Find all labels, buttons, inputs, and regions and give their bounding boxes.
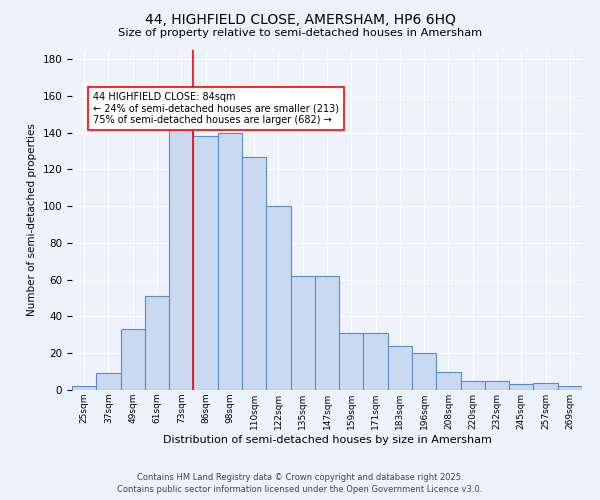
Bar [218, 132, 242, 390]
Bar [364, 333, 388, 390]
Bar [315, 276, 339, 390]
Bar [436, 372, 461, 390]
Bar [145, 296, 169, 390]
Text: Contains HM Land Registry data © Crown copyright and database right 2025.
Contai: Contains HM Land Registry data © Crown c… [118, 472, 482, 494]
Y-axis label: Number of semi-detached properties: Number of semi-detached properties [27, 124, 37, 316]
Text: 44 HIGHFIELD CLOSE: 84sqm
← 24% of semi-detached houses are smaller (213)
75% of: 44 HIGHFIELD CLOSE: 84sqm ← 24% of semi-… [92, 92, 338, 126]
Bar [388, 346, 412, 390]
Bar [339, 333, 364, 390]
Bar [461, 381, 485, 390]
Bar [266, 206, 290, 390]
Bar [121, 330, 145, 390]
Bar [533, 382, 558, 390]
Bar [242, 156, 266, 390]
Text: 44, HIGHFIELD CLOSE, AMERSHAM, HP6 6HQ: 44, HIGHFIELD CLOSE, AMERSHAM, HP6 6HQ [145, 12, 455, 26]
Bar [290, 276, 315, 390]
Bar [558, 386, 582, 390]
Bar [412, 353, 436, 390]
Bar [96, 374, 121, 390]
Bar [72, 386, 96, 390]
Text: Size of property relative to semi-detached houses in Amersham: Size of property relative to semi-detach… [118, 28, 482, 38]
Bar [169, 90, 193, 390]
Bar [193, 136, 218, 390]
X-axis label: Distribution of semi-detached houses by size in Amersham: Distribution of semi-detached houses by … [163, 434, 491, 444]
Bar [485, 381, 509, 390]
Bar [509, 384, 533, 390]
